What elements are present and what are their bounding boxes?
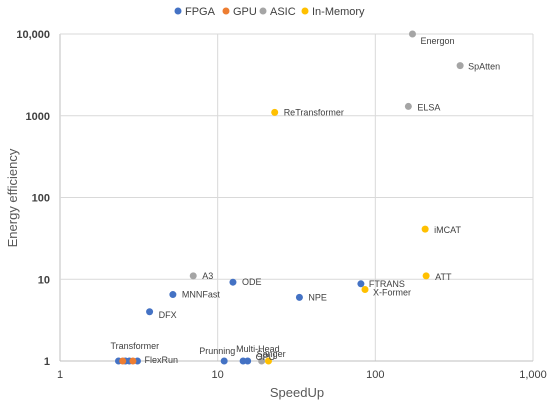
point-asic-energon xyxy=(408,30,416,38)
legend-label-fpga: FPGA xyxy=(185,6,216,18)
point-fpga-mnnfast xyxy=(169,291,177,299)
tick-labels: 1 10 100 1,000 1 10 100 1000 10,000 xyxy=(16,29,546,381)
gridlines xyxy=(59,33,534,362)
point-label-transformer: Transformer xyxy=(111,341,160,351)
point-in-memory-imcat xyxy=(421,225,429,233)
point-fpga-prunning xyxy=(220,357,228,365)
point-label-elsa: ELSA xyxy=(417,102,440,112)
point-in-memory-x-former xyxy=(361,285,369,293)
legend: FPGA GPU ASIC In-Memory xyxy=(174,6,365,18)
point-in-memory-att xyxy=(422,272,430,280)
legend-marker-asic xyxy=(259,7,267,15)
point-label-sanger: Sanger xyxy=(257,349,286,359)
point-label-ode: ODE xyxy=(242,277,262,287)
point-label-prunning: Prunning xyxy=(199,346,235,356)
point-fpga-opu xyxy=(244,357,252,365)
point-asic-elsa xyxy=(404,102,412,110)
point-fpga-ode xyxy=(229,278,237,286)
point-label-att: ATT xyxy=(435,272,452,282)
x-tick-label: 1 xyxy=(57,369,63,381)
x-tick-label: 10 xyxy=(212,369,224,381)
point-in-memory-unlabeled xyxy=(264,357,272,365)
point-label-mnnfast: MNNFast xyxy=(182,290,220,300)
legend-label-asic: ASIC xyxy=(270,6,296,18)
y-tick-label: 1 xyxy=(44,356,50,368)
point-asic-sanger xyxy=(258,357,266,365)
y-axis-title: Energy efficiency xyxy=(5,148,20,247)
point-label-multi-head: Multi-Head xyxy=(236,344,280,354)
point-label-retransformer: ReTransformer xyxy=(284,107,344,117)
point-asic-spatten xyxy=(456,62,464,70)
point-label-opu: OPU xyxy=(256,352,276,362)
data-points xyxy=(115,30,464,365)
y-tick-label: 100 xyxy=(32,193,50,205)
point-labels: Transformer FlexRun DFX MNNFast Prunning Mult… xyxy=(111,36,501,365)
legend-label-gpu: GPU xyxy=(233,6,257,18)
point-label-imcat: iMCAT xyxy=(434,225,461,235)
point-label-energon: Energon xyxy=(420,36,454,46)
y-tick-label: 10 xyxy=(38,274,50,286)
point-label-ftrans: FTRANS xyxy=(369,279,405,289)
point-gpu-unlabeled xyxy=(129,357,137,365)
point-in-memory-retransformer xyxy=(271,108,279,116)
point-fpga-dfx xyxy=(146,308,154,316)
x-tick-label: 100 xyxy=(366,369,384,381)
point-label-a3: A3 xyxy=(202,271,213,281)
point-label-spatten: SpAtten xyxy=(468,62,500,72)
legend-label-in-memory: In-Memory xyxy=(312,6,365,18)
legend-marker-gpu xyxy=(222,7,230,15)
point-label-npe: NPE xyxy=(308,292,327,302)
point-asic-a3 xyxy=(189,272,197,280)
legend-marker-fpga xyxy=(174,7,182,15)
x-tick-label: 1,000 xyxy=(519,369,547,381)
x-axis-title: SpeedUp xyxy=(270,385,324,400)
y-tick-label: 10,000 xyxy=(16,29,50,41)
point-label-x-former: X-Former xyxy=(373,287,411,297)
point-fpga-npe xyxy=(295,293,303,301)
point-label-flexrun: FlexRun xyxy=(144,355,178,365)
y-tick-label: 1000 xyxy=(26,111,50,123)
legend-marker-in-memory xyxy=(301,7,309,15)
point-gpu-unlabeled xyxy=(119,357,127,365)
point-fpga-ftrans xyxy=(357,280,365,288)
point-label-dfx: DFX xyxy=(159,310,177,320)
